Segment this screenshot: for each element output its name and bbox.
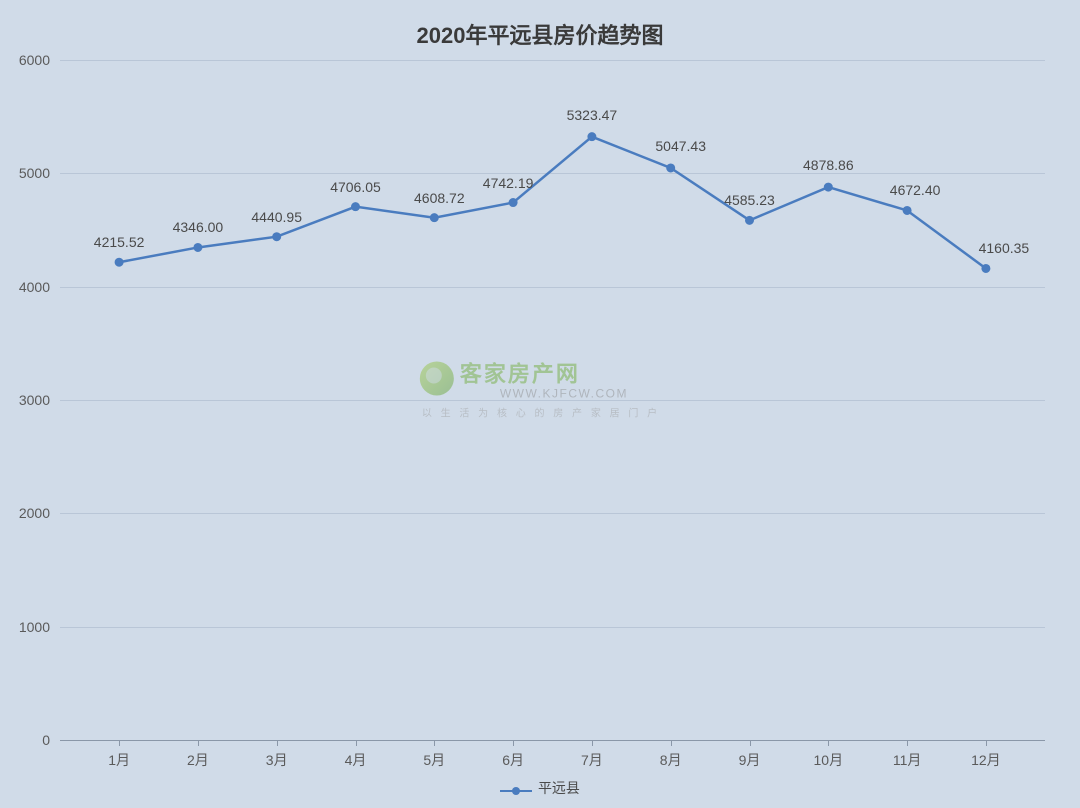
chart-title: 2020年平远县房价趋势图	[0, 18, 1080, 50]
data-point	[667, 164, 675, 172]
x-tick-label: 8月	[660, 750, 682, 770]
data-point	[982, 264, 990, 272]
data-label: 4706.05	[330, 179, 381, 195]
x-tick-label: 7月	[581, 750, 603, 770]
data-label: 4160.35	[979, 240, 1030, 256]
plot-area: 01000200030004000500060001月2月3月4月5月6月7月8…	[60, 60, 1045, 740]
x-tick	[119, 740, 120, 746]
x-tick	[513, 740, 514, 746]
x-tick	[750, 740, 751, 746]
y-tick-label: 3000	[19, 392, 50, 408]
data-label: 4672.40	[890, 182, 941, 198]
x-tick-label: 5月	[423, 750, 445, 770]
chart-container: 2020年平远县房价趋势图 01000200030004000500060001…	[0, 0, 1080, 808]
data-label: 5323.47	[567, 107, 618, 123]
line-layer	[60, 60, 1045, 740]
data-point	[903, 206, 911, 214]
x-tick-label: 1月	[108, 750, 130, 770]
legend: 平远县	[0, 778, 1080, 798]
x-tick	[592, 740, 593, 746]
y-tick-label: 2000	[19, 505, 50, 521]
x-tick-label: 9月	[739, 750, 761, 770]
x-tick-label: 4月	[345, 750, 367, 770]
data-point	[588, 133, 596, 141]
y-tick-label: 0	[42, 732, 50, 748]
x-tick-label: 3月	[266, 750, 288, 770]
data-point	[746, 216, 754, 224]
x-tick	[828, 740, 829, 746]
data-label: 4742.19	[483, 175, 534, 191]
data-label: 5047.43	[655, 138, 706, 154]
data-point	[273, 233, 281, 241]
y-tick-label: 6000	[19, 52, 50, 68]
x-tick	[434, 740, 435, 746]
data-label: 4608.72	[414, 190, 465, 206]
x-tick-label: 10月	[814, 750, 844, 770]
x-tick-label: 6月	[502, 750, 524, 770]
data-point	[194, 243, 202, 251]
y-tick-label: 1000	[19, 619, 50, 635]
x-tick	[277, 740, 278, 746]
data-point	[824, 183, 832, 191]
data-point	[115, 258, 123, 266]
x-tick	[198, 740, 199, 746]
x-tick	[356, 740, 357, 746]
x-tick-label: 2月	[187, 750, 209, 770]
data-label: 4878.86	[803, 157, 854, 173]
x-tick	[907, 740, 908, 746]
data-label: 4585.23	[724, 192, 775, 208]
data-label: 4346.00	[173, 219, 224, 235]
x-tick	[671, 740, 672, 746]
data-point	[352, 203, 360, 211]
data-point	[509, 199, 517, 207]
legend-label: 平远县	[538, 780, 580, 796]
x-tick	[986, 740, 987, 746]
data-label: 4440.95	[251, 209, 302, 225]
data-point	[430, 214, 438, 222]
series-line	[119, 137, 986, 269]
y-tick-label: 4000	[19, 279, 50, 295]
x-tick-label: 11月	[893, 750, 922, 770]
legend-marker	[500, 781, 532, 797]
x-axis	[60, 740, 1045, 741]
y-tick-label: 5000	[19, 165, 50, 181]
x-tick-label: 12月	[971, 750, 1001, 770]
data-label: 4215.52	[94, 234, 145, 250]
